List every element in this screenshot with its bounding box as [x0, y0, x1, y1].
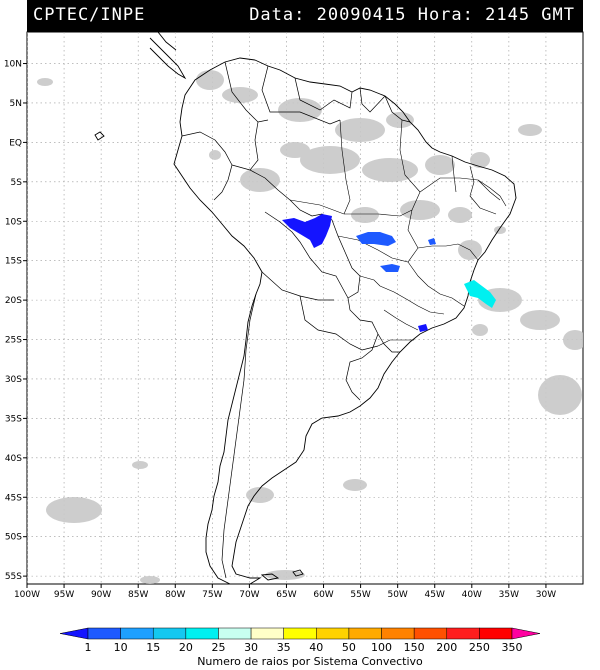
colorbar-label: 30 [244, 641, 258, 654]
colorbar-label: 250 [469, 641, 490, 654]
colorbar-segment [120, 627, 154, 640]
country-borders [181, 61, 411, 579]
colorbar-label: 50 [342, 641, 356, 654]
colorbar-segment [479, 627, 513, 640]
colorbar-segment [446, 627, 480, 640]
lon-tick-label: 100W [14, 590, 40, 600]
lon-tick-label: 75W [202, 590, 222, 600]
lon-tick-label: 70W [239, 590, 259, 600]
lon-tick-label: 55W [350, 590, 370, 600]
lat-tick-label: 20S [5, 296, 22, 306]
colorbar: 1 10 15 20 25 30 35 40 50 100 150 200 250 350 [59, 627, 541, 654]
lon-tick-label: 50W [387, 590, 407, 600]
colorbar-label: 200 [436, 641, 457, 654]
lat-tick-label: 45S [5, 493, 22, 503]
colorbar-right-arrow [511, 627, 541, 640]
lat-tick-label: EQ [9, 138, 22, 148]
lon-tick-label: 85W [128, 590, 148, 600]
lat-tick-label: 55S [5, 572, 22, 582]
lon-tick-label: 40W [462, 590, 482, 600]
colorbar-label: 20 [179, 641, 193, 654]
colorbar-label: 1 [85, 641, 92, 654]
lat-tick-label: 10N [4, 60, 22, 70]
cloud-cover [37, 70, 583, 584]
lightning-cluster-minas [380, 264, 400, 272]
lightning-systems [282, 214, 496, 332]
lightning-cluster-sao-paulo [418, 324, 428, 332]
source-label: CPTEC/INPE [33, 5, 146, 25]
longitude-ticks: 100W 95W 90W 85W 80W 75W 70W 65W 60W 55W 50W 45W 40W… [14, 584, 556, 600]
lat-tick-label: 35S [5, 414, 22, 424]
colorbar-label: 25 [211, 641, 225, 654]
lightning-cluster-small [428, 238, 436, 245]
colorbar-segment [250, 627, 284, 640]
datetime-label: Data: 20090415 Hora: 2145 GMT [249, 5, 575, 25]
lat-tick-label: 10S [5, 217, 22, 227]
colorbar-segment [152, 627, 187, 640]
colorbar-segment [218, 627, 252, 640]
lightning-cluster-rondonia [282, 214, 332, 248]
lon-tick-label: 65W [276, 590, 296, 600]
lat-tick-label: 40S [5, 454, 22, 464]
lat-tick-label: 5N [10, 99, 22, 109]
colorbar-label: 15 [146, 641, 160, 654]
graticule [27, 32, 583, 584]
coastlines [94, 32, 517, 584]
lat-tick-label: 50S [5, 533, 22, 543]
state-borders [289, 119, 507, 347]
colorbar-left-arrow [59, 627, 89, 640]
colorbar-segment [413, 627, 448, 640]
lon-tick-label: 35W [499, 590, 519, 600]
colorbar-label: 100 [371, 641, 392, 654]
lon-tick-label: 95W [54, 590, 74, 600]
colorbar-label: 350 [502, 641, 523, 654]
lat-tick-label: 30S [5, 375, 22, 385]
colorbar-segment [316, 627, 350, 640]
lat-tick-label: 5S [11, 178, 23, 188]
lon-tick-label: 30W [536, 590, 556, 600]
colorbar-segment [185, 627, 219, 640]
colorbar-title: Numero de raios por Sistema Convectivo [197, 655, 423, 668]
lon-tick-label: 60W [313, 590, 333, 600]
colorbar-segment [381, 627, 415, 640]
latitude-ticks: 10N 5N EQ 5S 10S 15S 20S 25S 30S 35S 40S 45S 50S 55S [4, 60, 27, 582]
colorbar-label: 10 [114, 641, 128, 654]
lat-tick-label: 15S [5, 257, 22, 267]
lightning-cluster-goias [356, 232, 396, 246]
lat-tick-label: 25S [5, 336, 22, 346]
colorbar-label: 40 [309, 641, 323, 654]
map-header: CPTEC/INPE Data: 20090415 Hora: 2145 GMT [27, 0, 583, 32]
colorbar-segment [87, 627, 121, 640]
colorbar-segment [283, 627, 317, 640]
lightning-cluster-espirito-santo [464, 280, 496, 308]
colorbar-label: 35 [277, 641, 291, 654]
colorbar-label: 150 [404, 641, 425, 654]
lon-tick-label: 80W [165, 590, 185, 600]
lon-tick-label: 45W [425, 590, 445, 600]
south-america-outline [173, 57, 517, 584]
lon-tick-label: 90W [91, 590, 111, 600]
colorbar-segment [348, 627, 382, 640]
